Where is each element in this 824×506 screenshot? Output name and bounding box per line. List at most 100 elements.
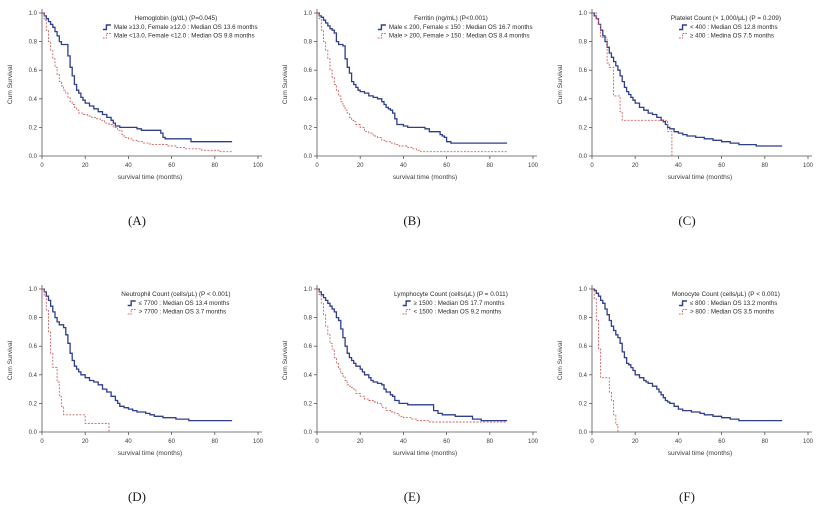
svg-text:0.8: 0.8 [304,316,313,322]
svg-text:0.2: 0.2 [579,125,588,131]
svg-text:Cum Survival: Cum Survival [7,340,14,380]
panel-label-f: (F) [679,489,695,504]
svg-text:100: 100 [253,439,264,445]
svg-text:0.4: 0.4 [29,373,38,379]
svg-text:60: 60 [443,163,450,169]
svg-text:1.0: 1.0 [304,11,313,17]
svg-text:1.0: 1.0 [304,287,313,293]
svg-text:0.8: 0.8 [29,40,38,46]
svg-text:0.0: 0.0 [29,430,38,436]
svg-text:0.8: 0.8 [29,316,38,322]
svg-text:40: 40 [675,163,682,169]
svg-text:0.2: 0.2 [29,125,38,131]
svg-text:0.2: 0.2 [29,401,38,407]
svg-text:0.4: 0.4 [304,97,313,103]
panel-label-d: (D) [127,489,147,504]
svg-text:Cum Survival: Cum Survival [7,64,14,104]
svg-text:0.8: 0.8 [304,40,313,46]
svg-text:60: 60 [168,163,175,169]
panel-hemoglobin: 0.0 0.2 0.4 0.6 0.8 1.0 0 20 40 60 80 100 survival t… [0,0,274,230]
svg-text:80: 80 [486,163,493,169]
panel-neutrophil: 0.0 0.2 0.4 0.6 0.8 1.0 0 20 40 60 80 100 survival t… [0,276,274,506]
svg-text:20: 20 [82,163,89,169]
svg-text:Cum Survival: Cum Survival [557,340,564,380]
svg-text:survival time (months): survival time (months) [118,174,183,181]
svg-text:40: 40 [400,163,407,169]
svg-text:Cum Survival: Cum Survival [557,64,564,104]
svg-text:20: 20 [632,439,639,445]
svg-text:≤ 7700 : Median OS 13.4 months: ≤ 7700 : Median OS 13.4 months [139,300,230,307]
svg-text:survival time (months): survival time (months) [393,450,458,457]
panel-label-b: (B) [403,213,421,228]
svg-text:0: 0 [590,163,594,169]
svg-text:1.0: 1.0 [29,287,38,293]
svg-text:survival time (months): survival time (months) [118,450,183,457]
svg-text:0.4: 0.4 [29,97,38,103]
svg-text:0: 0 [40,439,44,445]
svg-text:0.2: 0.2 [579,401,588,407]
svg-text:100: 100 [803,439,814,445]
svg-text:≥ 400 : Medina OS 7.5 months: ≥ 400 : Medina OS 7.5 months [690,33,774,40]
panel-label-e: (E) [403,489,421,504]
svg-text:0.2: 0.2 [304,125,313,131]
panel-row-bottom: 0.0 0.2 0.4 0.6 0.8 1.0 0 20 40 60 80 100 survival t… [0,276,824,506]
svg-text:< 1500 : Median OS 9.2 months: < 1500 : Median OS 9.2 months [414,309,502,316]
svg-text:80: 80 [211,439,218,445]
svg-text:0.0: 0.0 [304,430,313,436]
svg-text:80: 80 [486,439,493,445]
svg-text:0.8: 0.8 [579,40,588,46]
km-chart-ferritin: 0.0 0.2 0.4 0.6 0.8 1.0 0 20 40 60 80 100 survival t… [282,9,539,181]
panel-platelet: 0.0 0.2 0.4 0.6 0.8 1.0 0 20 40 60 80 100 survival t… [550,0,824,230]
panel-ferritin: 0.0 0.2 0.4 0.6 0.8 1.0 0 20 40 60 80 100 survival t… [275,0,549,230]
svg-text:0.4: 0.4 [579,97,588,103]
svg-text:0.0: 0.0 [579,430,588,436]
km-chart-hemoglobin: 0.0 0.2 0.4 0.6 0.8 1.0 0 20 40 60 80 100 survival t… [7,9,264,181]
svg-text:60: 60 [443,439,450,445]
svg-text:0.4: 0.4 [579,373,588,379]
svg-text:Male > 200, Female > 150 : Med: Male > 200, Female > 150 : Median OS 8.4… [389,33,530,40]
panel-row-top: 0.0 0.2 0.4 0.6 0.8 1.0 0 20 40 60 80 100 survival t… [0,0,824,230]
svg-text:Male ≤ 200, Female ≤ 150 : Med: Male ≤ 200, Female ≤ 150 : Median OS 16.… [389,24,533,31]
svg-text:60: 60 [718,439,725,445]
svg-text:0.0: 0.0 [579,154,588,160]
svg-text:60: 60 [718,163,725,169]
svg-text:0.0: 0.0 [304,154,313,160]
svg-text:0: 0 [315,163,319,169]
svg-text:Lymphocyte Count (cells/μL) (P: Lymphocyte Count (cells/μL) (P = 0.011) [394,291,508,298]
svg-text:≤ 800 : Median OS 13.2 months: ≤ 800 : Median OS 13.2 months [690,300,777,307]
svg-text:0.6: 0.6 [579,68,588,74]
svg-text:> 7700 : Median OS 3.7 months: > 7700 : Median OS 3.7 months [139,309,227,316]
svg-text:survival time (months): survival time (months) [668,174,733,181]
svg-text:40: 40 [125,163,132,169]
svg-text:< 400 : Median OS 12.8 months: < 400 : Median OS 12.8 months [690,24,778,31]
svg-text:0.6: 0.6 [304,344,313,350]
km-chart-monocyte: 0.0 0.2 0.4 0.6 0.8 1.0 0 20 40 60 80 100 survival t… [557,285,814,457]
km-chart-platelet: 0.0 0.2 0.4 0.6 0.8 1.0 0 20 40 60 80 100 survival t… [557,9,814,181]
svg-text:≥ 1500 : Median OS 17.7 months: ≥ 1500 : Median OS 17.7 months [414,300,505,307]
svg-text:0: 0 [40,163,44,169]
svg-text:80: 80 [211,163,218,169]
svg-text:0.6: 0.6 [579,344,588,350]
svg-text:Neutrophil Count (cells/μL) (P: Neutrophil Count (cells/μL) (P < 0.001) [121,291,230,298]
svg-text:1.0: 1.0 [579,11,588,17]
panel-label-c: (C) [678,213,696,228]
svg-text:20: 20 [82,439,89,445]
svg-text:100: 100 [528,163,539,169]
svg-text:0: 0 [315,439,319,445]
svg-text:Platelet Count (× 1,000/μL) (P: Platelet Count (× 1,000/μL) (P = 0.209) [671,15,781,22]
panel-label-a: (A) [127,213,147,228]
svg-text:0.6: 0.6 [29,344,38,350]
svg-text:20: 20 [632,163,639,169]
svg-text:100: 100 [253,163,264,169]
svg-text:Cum Survival: Cum Survival [282,340,289,380]
svg-text:survival time (months): survival time (months) [393,174,458,181]
svg-text:0.0: 0.0 [29,154,38,160]
svg-text:20: 20 [357,439,364,445]
svg-text:1.0: 1.0 [29,11,38,17]
svg-text:Male ≥13.0, Female ≥12.0 : Med: Male ≥13.0, Female ≥12.0 : Median OS 13.… [114,24,258,31]
km-chart-lymphocyte: 0.0 0.2 0.4 0.6 0.8 1.0 0 20 40 60 80 100 survival t… [282,285,539,457]
svg-text:Monocyte Count (cells/μL) (P <: Monocyte Count (cells/μL) (P < 0.001) [672,291,780,298]
svg-text:0.4: 0.4 [304,373,313,379]
panel-monocyte: 0.0 0.2 0.4 0.6 0.8 1.0 0 20 40 60 80 100 survival t… [550,276,824,506]
